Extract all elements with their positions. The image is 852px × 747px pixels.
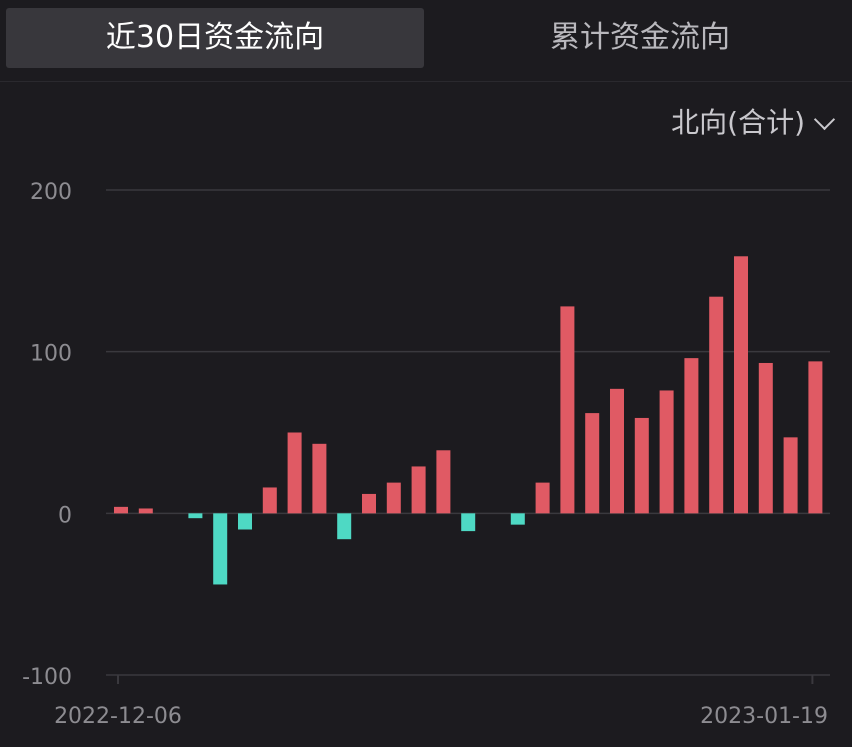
bar-26 (758, 362, 773, 514)
bar-6 (262, 487, 277, 514)
bar-27 (783, 437, 798, 514)
x-start-date-label: 2022-12-06 (54, 704, 182, 729)
x-end-date-label: 2023-01-19 (700, 704, 828, 729)
tab-recent-30-days[interactable]: 近30日资金流向 (6, 8, 424, 68)
y-tick-label: -100 (22, 665, 72, 690)
y-tick-label: 100 (30, 342, 72, 367)
bar-7 (287, 432, 302, 514)
bar-14 (461, 513, 476, 532)
label-layer: 200 100 0 -100 2022-12-06 2023-01-19 (22, 180, 828, 729)
bar-9 (337, 513, 352, 540)
bar-17 (535, 482, 550, 514)
tab-cumulative[interactable]: 累计资金流向 (550, 20, 730, 55)
bar-10 (362, 493, 376, 514)
bar-22 (659, 390, 674, 514)
bar-layer (114, 256, 823, 585)
bar-1 (138, 508, 153, 514)
y-tick-label: 0 (58, 503, 72, 528)
bar-12 (411, 466, 426, 514)
bar-21 (634, 417, 649, 514)
bar-4 (213, 513, 228, 585)
bar-0 (114, 506, 128, 514)
bar-24 (709, 296, 724, 514)
bar-3 (188, 513, 203, 519)
channel-dropdown[interactable]: 北向(合计) (671, 101, 836, 145)
bar-28 (808, 361, 823, 514)
tab-bar: 近30日资金流向 累计资金流向 (6, 8, 846, 68)
bar-16 (510, 513, 525, 525)
header-divider (0, 81, 852, 82)
bar-11 (386, 482, 401, 514)
bar-8 (312, 443, 327, 514)
y-tick-label: 200 (30, 180, 72, 205)
bar-25 (734, 256, 748, 514)
bar-20 (610, 388, 624, 514)
bar-13 (436, 450, 451, 514)
bar-18 (560, 306, 575, 514)
bar-5 (238, 513, 252, 530)
channel-dropdown-label: 北向(合计) (671, 106, 805, 139)
bar-23 (684, 358, 699, 514)
bar-19 (585, 413, 600, 514)
